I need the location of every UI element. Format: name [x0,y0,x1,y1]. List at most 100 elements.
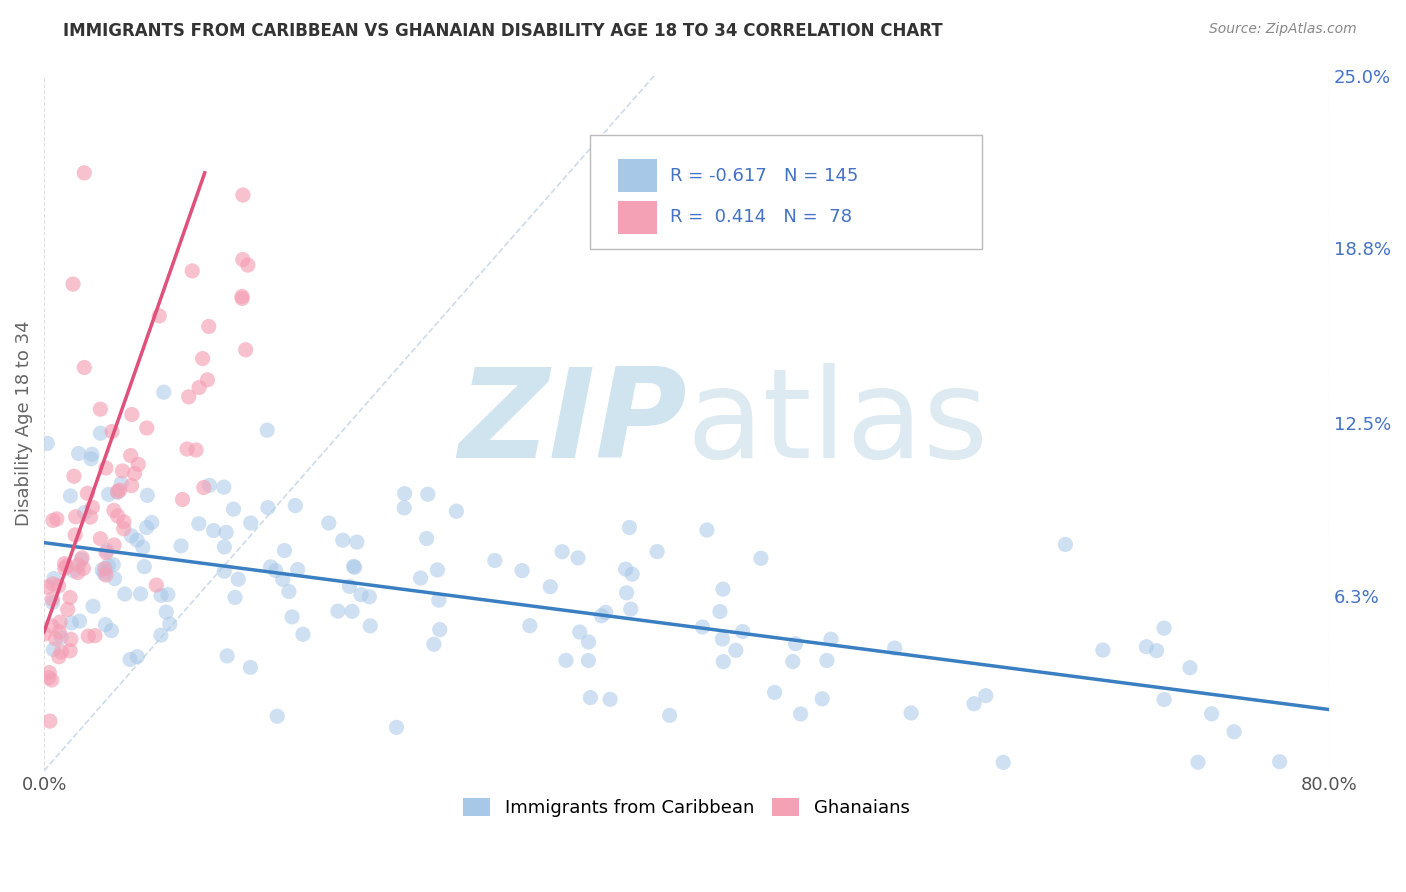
Point [222,502,245,516]
Point [1153,692,1175,706]
Point [259,559,281,574]
Point [621,567,644,582]
Point [42,642,65,657]
Point [579,690,602,705]
Point [53,561,76,575]
Point [409,571,432,585]
Point [114,587,136,601]
Point [112,515,135,529]
Point [385,720,408,734]
Point [197,319,219,334]
Point [599,692,621,706]
Point [176,442,198,456]
Point [1153,621,1175,635]
Point [287,562,309,576]
Point [340,604,363,618]
Point [883,640,905,655]
Point [62,277,84,291]
Point [132,541,155,555]
Point [149,628,172,642]
Point [724,643,747,657]
Point [121,478,143,492]
Point [48,649,70,664]
Bar [619,159,657,193]
Point [510,564,533,578]
Point [568,625,591,640]
Point [731,624,754,639]
Point [616,586,638,600]
Point [62,564,84,578]
Point [423,637,446,651]
Text: ZIP: ZIP [458,363,686,483]
Point [226,572,249,586]
Point [170,539,193,553]
Point [342,559,364,574]
Point [37,580,59,594]
Text: R = -0.617   N = 145: R = -0.617 N = 145 [669,167,858,185]
Point [79,510,101,524]
Point [232,188,254,202]
Point [749,551,772,566]
Point [172,492,194,507]
Point [41,592,63,607]
Point [80,447,103,461]
Point [820,632,842,647]
Point [709,605,731,619]
Text: Source: ZipAtlas.com: Source: ZipAtlas.com [1209,22,1357,37]
Point [73,360,96,375]
Point [103,538,125,552]
Point [197,373,219,387]
Bar [619,201,657,234]
Point [239,660,262,674]
Point [326,604,349,618]
Point [519,618,541,632]
Point [231,292,253,306]
Point [94,568,117,582]
Point [121,408,143,422]
Point [567,550,589,565]
Point [48,579,70,593]
Point [416,487,439,501]
Point [96,543,118,558]
Point [264,564,287,578]
Point [94,561,117,575]
Point [53,557,76,571]
Point [257,500,280,515]
Point [346,535,368,549]
Point [42,572,65,586]
Point [51,645,73,659]
Point [1178,661,1201,675]
Point [89,532,111,546]
Point [900,706,922,720]
Point [55,558,77,573]
Point [232,252,254,267]
Point [93,566,115,581]
Point [198,478,221,492]
Point [551,545,574,559]
Point [236,258,259,272]
Point [51,630,73,644]
Point [394,486,416,500]
Text: atlas: atlas [686,363,988,483]
Point [67,446,90,460]
Point [110,476,132,491]
Point [1187,756,1209,770]
Point [66,566,89,580]
Point [1091,643,1114,657]
Point [48,624,70,639]
Point [45,632,67,646]
Point [177,390,200,404]
Point [141,516,163,530]
Point [107,508,129,523]
Point [59,644,82,658]
Point [63,469,86,483]
Point [426,563,449,577]
Point [446,504,468,518]
Point [963,697,986,711]
Point [256,423,278,437]
Point [277,584,299,599]
Point [284,499,307,513]
Point [429,623,451,637]
Point [32,627,55,641]
Point [69,614,91,628]
